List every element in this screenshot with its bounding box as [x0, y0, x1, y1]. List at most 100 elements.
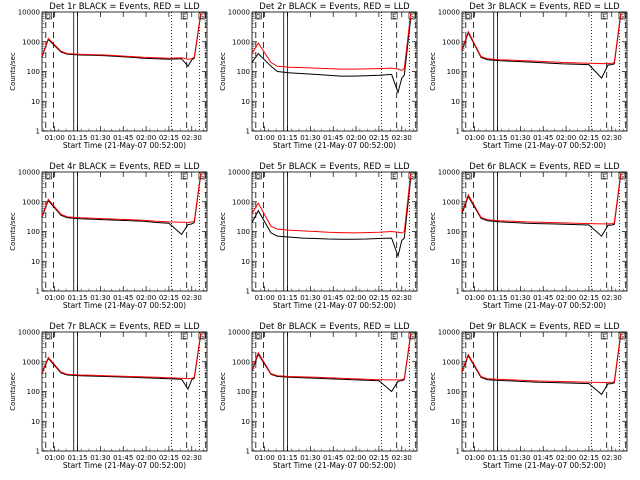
x-tick-label: 02:15 [159, 454, 179, 462]
plot-frame [41, 331, 208, 452]
marker-box [255, 12, 262, 20]
x-tick-label: 02:30 [602, 294, 622, 302]
marker-label: S [410, 13, 414, 21]
x-tick-label: 02:15 [369, 134, 389, 142]
y-tick-label: 10000 [438, 169, 460, 177]
x-tick-label: 01:15 [277, 294, 297, 302]
y-axis-label: Counts/sec [9, 212, 17, 251]
x-tick-label: 02:30 [602, 134, 622, 142]
chart-title: Det 2r BLACK = Events, RED = LLD [259, 2, 410, 12]
chart-title: Det 5r BLACK = Events, RED = LLD [259, 162, 410, 172]
x-tick-label: 01:00 [45, 134, 65, 142]
y-tick-label: 10 [241, 418, 250, 426]
x-tick-label: 02:30 [182, 454, 202, 462]
x-tick-label: 02:15 [579, 454, 599, 462]
x-tick-label: 01:15 [487, 134, 507, 142]
chart-panel-6: Det 6r BLACK = Events, RED = LLD 1 10 100 10… [429, 162, 628, 310]
y-tick-label: 10 [241, 258, 250, 266]
x-tick-label: 01:30 [90, 294, 110, 302]
marker-label: D [46, 13, 51, 21]
chart-title: Det 4r BLACK = Events, RED = LLD [49, 162, 200, 172]
plot-frame [461, 11, 628, 132]
series-line-events [41, 334, 202, 391]
y-tick-label: 1 [456, 448, 460, 456]
x-tick-label: 01:00 [465, 454, 485, 462]
y-tick-label: 10 [31, 258, 40, 266]
x-axis-label: Start Time (21-May-07 00:52:00) [273, 141, 396, 150]
x-tick-label: 01:45 [323, 294, 343, 302]
marker-label: D [46, 173, 51, 181]
y-tick-label: 10000 [438, 9, 460, 17]
x-tick-label: 02:15 [369, 454, 389, 462]
y-tick-label: 1000 [232, 358, 250, 366]
y-axis-label: Counts/sec [9, 52, 17, 91]
plot-frame [461, 171, 628, 292]
marker-box [180, 332, 188, 340]
marker-label: D [466, 333, 471, 341]
x-tick-label: 01:15 [487, 294, 507, 302]
marker-label: E [602, 333, 606, 341]
marker-label: S [410, 333, 414, 341]
x-tick-label: 01:45 [113, 454, 133, 462]
y-tick-label: 1 [36, 128, 40, 136]
marker-label: E [392, 333, 396, 341]
x-tick-label: 02:15 [159, 294, 179, 302]
x-tick-label: 02:00 [346, 454, 366, 462]
chart-title: Det 1r BLACK = Events, RED = LLD [49, 2, 200, 12]
y-tick-label: 10000 [18, 329, 40, 337]
y-tick-label: 1000 [22, 198, 40, 206]
y-tick-label: 10 [31, 418, 40, 426]
marker-label: E [182, 333, 186, 341]
x-axis-label: Start Time (21-May-07 00:52:00) [483, 461, 606, 470]
series-line-lld [251, 173, 412, 234]
x-axis-label: Start Time (21-May-07 00:52:00) [483, 301, 606, 310]
y-tick-label: 1 [36, 448, 40, 456]
marker-label: D [256, 13, 261, 21]
y-tick-label: 1000 [232, 38, 250, 46]
series-line-events [461, 174, 622, 237]
x-tick-label: 02:00 [136, 454, 156, 462]
y-axis-label: Counts/sec [219, 52, 227, 91]
y-tick-label: 100 [447, 388, 460, 396]
plot-frame [41, 11, 208, 132]
x-tick-label: 01:45 [533, 454, 553, 462]
x-tick-label: 01:45 [113, 134, 133, 142]
y-tick-label: 100 [27, 228, 40, 236]
marker-box [408, 172, 416, 180]
x-axis-label: Start Time (21-May-07 00:52:00) [273, 461, 396, 470]
marker-box [600, 172, 608, 180]
x-axis-label: Start Time (21-May-07 00:52:00) [63, 301, 186, 310]
x-tick-label: 02:00 [346, 294, 366, 302]
y-tick-label: 10 [241, 98, 250, 106]
marker-label: E [392, 13, 396, 21]
y-tick-label: 10000 [438, 329, 460, 337]
marker-box [390, 332, 398, 340]
series-line-lld [251, 13, 412, 71]
marker-label: E [392, 173, 396, 181]
marker-label: E [182, 173, 186, 181]
chart-panel-3: Det 3r BLACK = Events, RED = LLD 1 10 100 10… [429, 2, 628, 150]
x-tick-label: 01:30 [300, 134, 320, 142]
marker-label: S [620, 333, 624, 341]
x-tick-label: 01:00 [45, 454, 65, 462]
x-tick-label: 01:30 [300, 294, 320, 302]
marker-box [255, 332, 262, 340]
y-tick-label: 1000 [22, 38, 40, 46]
x-tick-label: 01:00 [45, 294, 65, 302]
marker-label: S [620, 173, 624, 181]
x-tick-label: 01:15 [67, 294, 87, 302]
y-tick-label: 10000 [18, 169, 40, 177]
x-tick-label: 02:00 [556, 294, 576, 302]
plot-frame [461, 331, 628, 452]
marker-label: D [466, 13, 471, 21]
marker-box [618, 332, 626, 340]
x-tick-label: 02:15 [579, 294, 599, 302]
marker-label: E [602, 173, 606, 181]
x-tick-label: 02:15 [159, 134, 179, 142]
chart-title: Det 9r BLACK = Events, RED = LLD [469, 322, 620, 332]
marker-box [465, 332, 472, 340]
series-line-lld [41, 13, 202, 60]
x-tick-label: 01:45 [113, 294, 133, 302]
x-tick-label: 02:00 [556, 454, 576, 462]
x-tick-label: 02:30 [392, 294, 412, 302]
